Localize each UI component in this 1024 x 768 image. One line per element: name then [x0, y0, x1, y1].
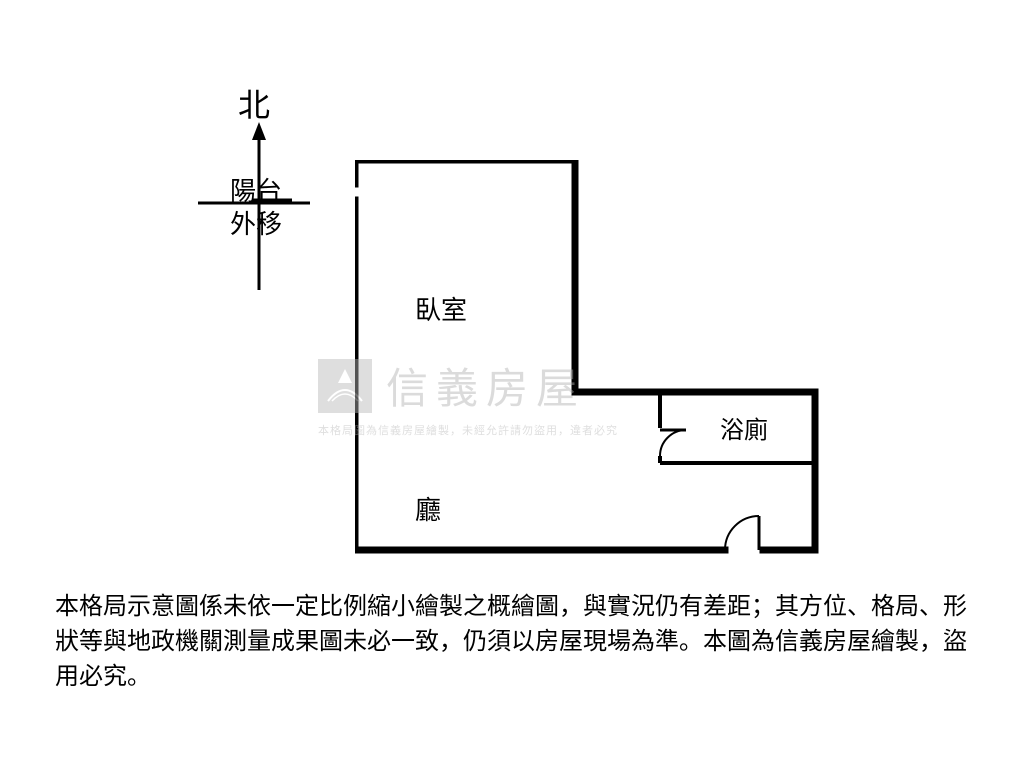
balcony-label: 陽台 外移	[230, 176, 282, 241]
disclaimer-text: 本格局示意圖係未依一定比例縮小繪製之概繪圖，與實況仍有差距；其方位、格局、形狀等…	[55, 590, 969, 694]
compass-north-label: 北	[238, 80, 270, 126]
balcony-line1: 陽台	[230, 176, 282, 209]
room-bedroom-label: 臥室	[415, 290, 467, 327]
room-bathroom-label: 浴廁	[720, 410, 768, 445]
room-hall-label: 廳	[415, 490, 441, 527]
balcony-line2: 外移	[230, 209, 282, 242]
